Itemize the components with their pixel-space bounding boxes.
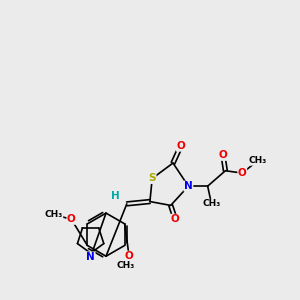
Text: H: H — [111, 191, 120, 201]
Text: N: N — [184, 181, 193, 191]
Text: CH₃: CH₃ — [116, 261, 134, 270]
Text: O: O — [171, 214, 180, 224]
Text: N: N — [86, 252, 95, 262]
Text: O: O — [238, 168, 247, 178]
Text: S: S — [148, 173, 156, 184]
Text: CH₃: CH₃ — [202, 200, 220, 208]
Text: O: O — [125, 251, 134, 261]
Text: O: O — [67, 214, 76, 224]
Text: CH₃: CH₃ — [44, 210, 63, 219]
Text: O: O — [219, 150, 227, 160]
Text: O: O — [176, 141, 185, 151]
Text: CH₃: CH₃ — [249, 156, 267, 165]
